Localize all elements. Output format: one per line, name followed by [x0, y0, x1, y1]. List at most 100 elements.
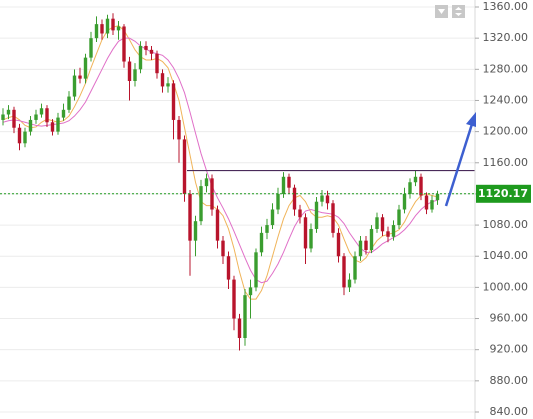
candle-body — [34, 114, 38, 120]
y-tick-label: 1240.00 — [483, 93, 529, 106]
candle-body — [402, 193, 407, 210]
candle-body — [56, 117, 60, 132]
candle-body — [149, 49, 154, 54]
candle-body — [364, 240, 368, 250]
candle-body — [204, 178, 209, 187]
y-tick-label: 960.00 — [490, 312, 529, 325]
candle-body — [336, 232, 341, 257]
candle-body — [199, 186, 203, 222]
candle-body — [342, 256, 346, 288]
candle-body — [353, 256, 357, 280]
candle-body — [369, 228, 374, 250]
candle-body — [386, 231, 390, 237]
candle-body — [105, 18, 110, 34]
candle-body — [182, 139, 187, 194]
candle-body — [12, 109, 16, 128]
candle-body — [193, 221, 198, 241]
moving-average — [2, 37, 438, 284]
moving-average — [2, 25, 438, 300]
candle-body — [320, 195, 324, 202]
candle-body — [397, 209, 401, 226]
current-price-box — [476, 184, 531, 203]
y-tick-label: 1320.00 — [483, 31, 529, 44]
candle-body — [413, 176, 418, 183]
candle-body — [375, 217, 379, 229]
candle-body — [347, 279, 352, 288]
candle-body — [23, 131, 27, 144]
candle-body — [100, 24, 104, 34]
candle-body — [358, 240, 363, 257]
candle-body — [221, 240, 225, 257]
arrow-head — [466, 112, 476, 127]
candle-body — [276, 193, 280, 210]
candle-body — [111, 18, 115, 31]
candle-body — [391, 225, 396, 237]
candle-body — [298, 209, 302, 218]
y-tick-label: 920.00 — [490, 343, 529, 356]
candle-body — [325, 195, 330, 204]
candle-body — [435, 193, 440, 201]
arrow-icon — [438, 9, 445, 14]
candle-body — [116, 26, 121, 31]
y-tick-label: 880.00 — [490, 374, 529, 387]
candle-body — [430, 200, 434, 210]
candle-body — [248, 287, 253, 296]
candle-body — [226, 256, 231, 280]
candle-body — [138, 45, 143, 70]
candle-body — [419, 176, 423, 196]
candle-body — [67, 96, 71, 110]
y-tick-label: 840.00 — [490, 405, 529, 418]
candle-body — [39, 108, 44, 115]
candle-body — [160, 73, 165, 87]
candle-body — [314, 201, 319, 229]
candle-body — [281, 176, 286, 194]
candle-body — [331, 203, 335, 233]
candle-body — [83, 57, 88, 79]
scale-button[interactable] — [452, 5, 465, 18]
candle-body — [171, 83, 176, 120]
candle-body — [1, 114, 5, 120]
candle-body — [292, 187, 297, 210]
candle-body — [243, 295, 247, 339]
updown-icon — [455, 7, 462, 16]
candle-body — [122, 26, 126, 62]
candle-body — [309, 228, 313, 249]
candle-body — [177, 119, 181, 140]
candle-body — [380, 217, 385, 232]
y-tick-label: 1200.00 — [483, 125, 529, 138]
y-tick-label: 1280.00 — [483, 62, 529, 75]
candle-body — [265, 225, 269, 233]
candle-body — [155, 53, 159, 74]
candle-body — [45, 108, 49, 123]
candle-body — [287, 176, 291, 188]
candle-body — [232, 279, 236, 319]
candle-body — [166, 83, 170, 87]
y-tick-label: 1040.00 — [483, 249, 529, 262]
candle-body — [424, 195, 429, 210]
candle-body — [215, 209, 220, 241]
current-price-label: 1120.17 — [478, 187, 528, 200]
candle-body — [61, 109, 66, 118]
candle-body — [133, 69, 137, 81]
candle-body — [6, 109, 11, 115]
candle-body — [50, 122, 55, 132]
candle-body — [237, 318, 242, 339]
candle-body — [259, 232, 264, 253]
y-tick-label: 1000.00 — [483, 280, 529, 293]
candle-body — [28, 119, 33, 132]
candle-body — [72, 75, 77, 97]
candle-body — [408, 182, 412, 194]
candle-body — [17, 127, 22, 144]
candle-body — [94, 24, 99, 39]
forecast-arrow — [444, 123, 474, 207]
candle-body — [254, 252, 258, 288]
candle-body — [89, 38, 93, 58]
candle-body — [188, 193, 192, 241]
candle-body — [127, 61, 132, 81]
y-tick-label: 1160.00 — [483, 156, 529, 169]
candle-body — [270, 209, 275, 226]
candle-body — [144, 45, 148, 50]
y-tick-label: 1360.00 — [483, 0, 529, 13]
